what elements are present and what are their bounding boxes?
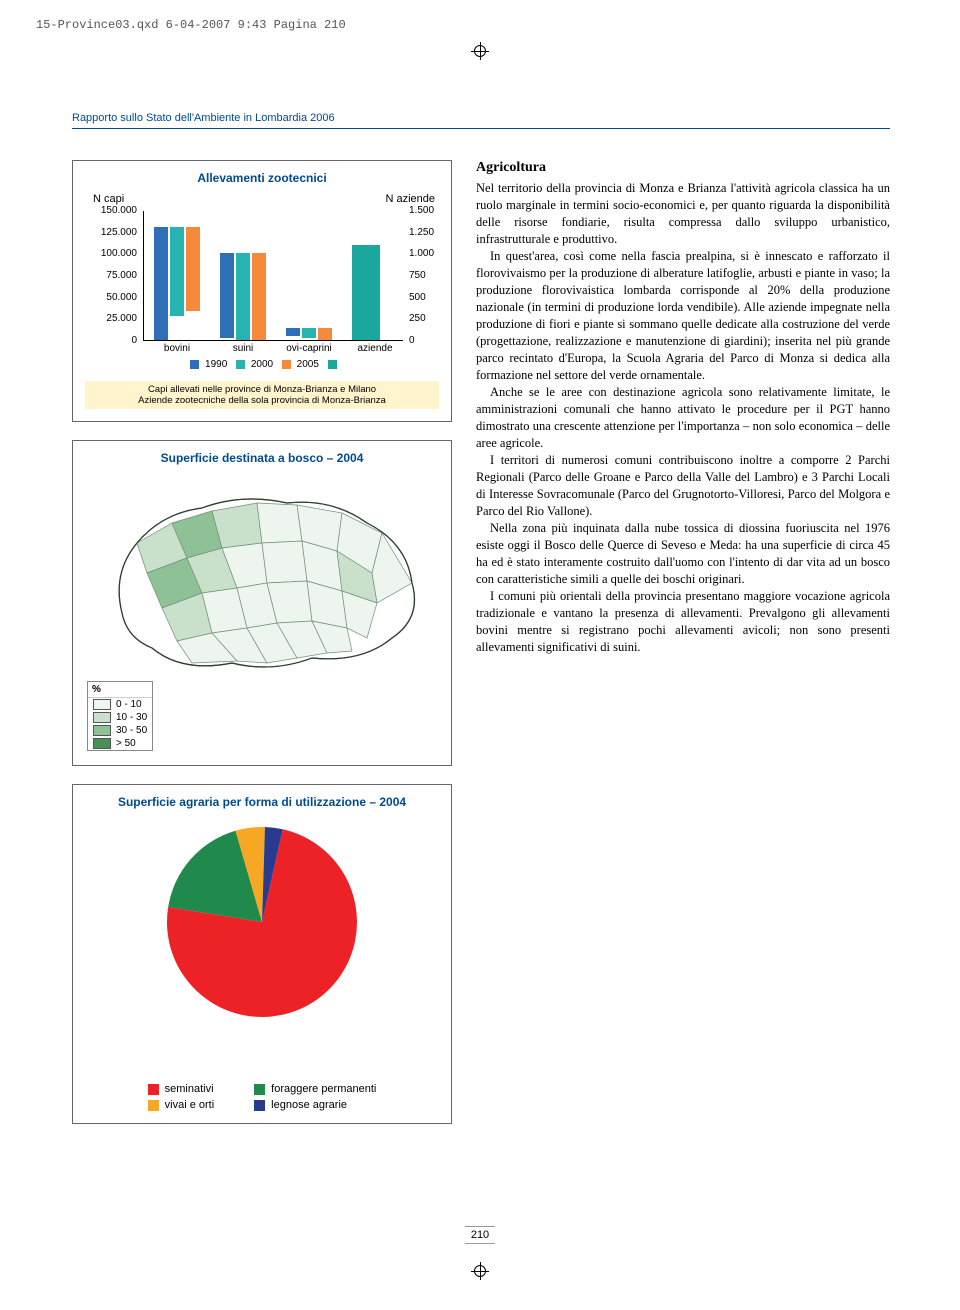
report-title: Rapporto sullo Stato dell'Ambiente in Lo…	[72, 112, 335, 124]
forest-map: % 0 - 1010 - 3030 - 50> 50	[85, 473, 439, 753]
bar-legend: 1990 2000 2005	[85, 359, 439, 370]
pie-legend-row: seminativi	[148, 1083, 215, 1095]
category-label: bovini	[147, 343, 207, 354]
bar	[302, 328, 316, 338]
article-body: Nel territorio della provincia di Monza …	[476, 180, 890, 656]
livestock-chart: N capi N aziende 150.000 125.000 100.000 75…	[85, 193, 439, 381]
ytick-left: 75.000	[85, 270, 137, 281]
header-rule	[72, 128, 890, 129]
ytick-right: 1.500	[409, 205, 449, 216]
map-legend: % 0 - 1010 - 3030 - 50> 50	[87, 681, 153, 751]
paragraph: I comuni più orientali della provincia p…	[476, 588, 890, 656]
category-label: suini	[213, 343, 273, 354]
forest-map-title: Superficie destinata a bosco – 2004	[85, 451, 439, 465]
landuse-pie-panel: Superficie agraria per forma di utilizza…	[72, 784, 452, 1124]
print-header: 15-Province03.qxd 6-04-2007 9:43 Pagina …	[36, 18, 346, 32]
map-cell	[257, 503, 302, 543]
map-legend-title: %	[88, 682, 152, 698]
ytick-left: 150.000	[85, 205, 137, 216]
livestock-chart-title: Allevamenti zootecnici	[85, 171, 439, 185]
ytick-right: 750	[409, 270, 449, 281]
crop-mark-top	[471, 42, 489, 60]
bar	[170, 227, 184, 315]
article-column: Agricoltura Nel territorio della provinc…	[476, 160, 890, 1124]
forest-map-panel: Superficie destinata a bosco – 2004 % 0 …	[72, 440, 452, 766]
bar	[318, 328, 332, 340]
paragraph: In quest'area, così come nella fascia pr…	[476, 248, 890, 384]
bar	[220, 253, 234, 338]
pie-legend-row: foraggere permanenti	[254, 1083, 376, 1095]
category-label: aziende	[345, 343, 405, 354]
category-label: ovi-caprini	[279, 343, 339, 354]
ytick-right: 500	[409, 292, 449, 303]
map-legend-row: 30 - 50	[88, 724, 152, 737]
map-legend-row: > 50	[88, 737, 152, 750]
ytick-left: 25.000	[85, 313, 137, 324]
ytick-left: 0	[85, 335, 137, 346]
ytick-right: 1.250	[409, 227, 449, 238]
paragraph: Nella zona più inquinata dalla nube toss…	[476, 520, 890, 588]
landuse-pie	[85, 817, 439, 1077]
chart-note-line1: Capi allevati nelle province di Monza-Br…	[91, 384, 433, 395]
ytick-left: 125.000	[85, 227, 137, 238]
article-heading: Agricoltura	[476, 160, 890, 176]
paragraph: Nel territorio della provincia di Monza …	[476, 180, 890, 248]
ytick-left: 50.000	[85, 292, 137, 303]
chart-note-line2: Aziende zootecniche della sola provincia…	[91, 395, 433, 406]
map-legend-row: 0 - 10	[88, 698, 152, 711]
livestock-chart-panel: Allevamenti zootecnici N capi N aziende …	[72, 160, 452, 422]
crop-mark-bottom	[471, 1262, 489, 1280]
pie-legend: seminativi vivai e orti foraggere permanen…	[85, 1083, 439, 1111]
bar	[252, 253, 266, 340]
bar	[154, 227, 168, 340]
left-axis-label: N capi	[93, 193, 124, 205]
landuse-pie-title: Superficie agraria per forma di utilizza…	[85, 795, 439, 809]
paragraph: I territori di numerosi comuni contribui…	[476, 452, 890, 520]
bar	[236, 253, 250, 340]
page-number: 210	[465, 1226, 495, 1244]
pie-legend-row: legnose agrarie	[254, 1099, 376, 1111]
right-axis-label: N aziende	[385, 193, 435, 205]
map-legend-row: 10 - 30	[88, 711, 152, 724]
paragraph: Anche se le aree con destinazione agrico…	[476, 384, 890, 452]
pie-legend-row: vivai e orti	[148, 1099, 215, 1111]
bar	[186, 227, 200, 310]
bar	[286, 328, 300, 336]
ytick-right: 0	[409, 335, 449, 346]
ytick-right: 1.000	[409, 248, 449, 259]
chart-note: Capi allevati nelle province di Monza-Br…	[85, 381, 439, 409]
ytick-left: 100.000	[85, 248, 137, 259]
bar-aziende	[352, 245, 380, 340]
map-cell	[262, 541, 307, 583]
ytick-right: 250	[409, 313, 449, 324]
